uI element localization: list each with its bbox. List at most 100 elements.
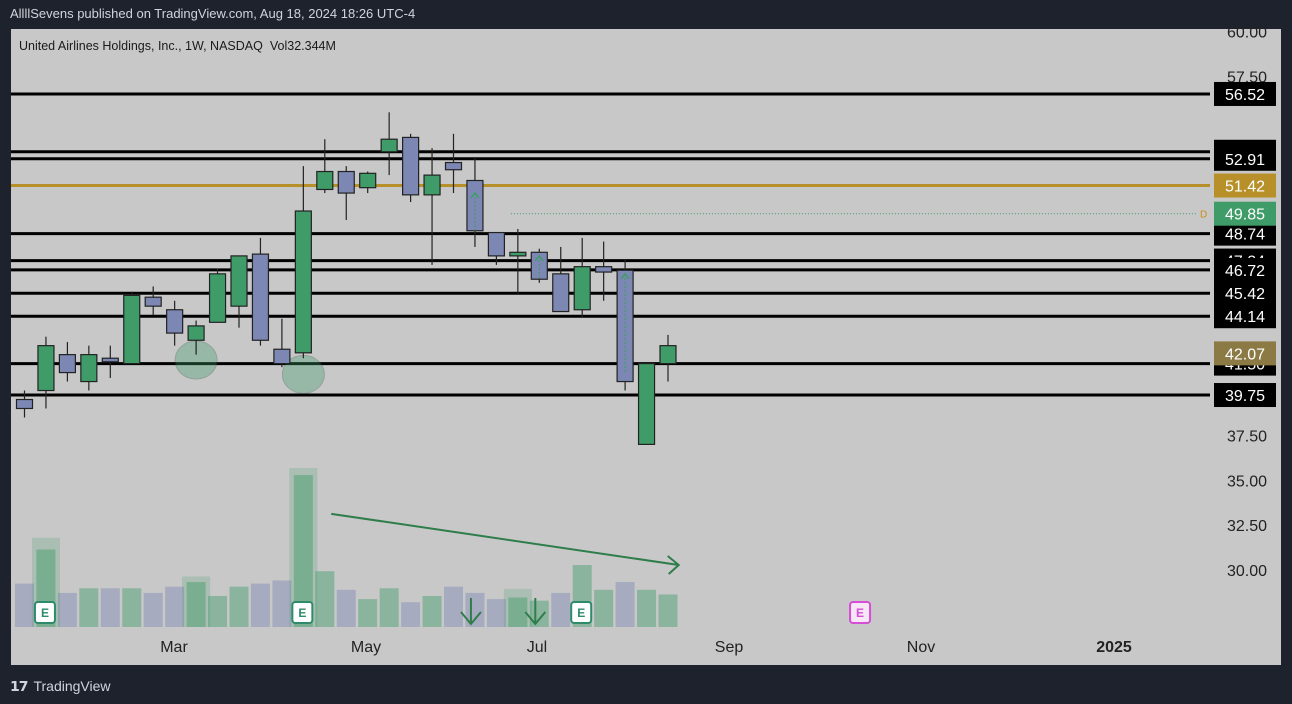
candle-body bbox=[380, 138, 398, 153]
volume-bar bbox=[143, 592, 163, 627]
y-tick-label: 32.50 bbox=[1227, 518, 1267, 535]
price-tag bbox=[1214, 383, 1276, 408]
candle-body bbox=[58, 354, 77, 374]
volume-bar bbox=[529, 600, 549, 627]
earnings-badge bbox=[291, 601, 314, 624]
volume-bar bbox=[444, 586, 463, 627]
volume-bar bbox=[79, 588, 99, 627]
candle-body bbox=[144, 296, 162, 307]
footer: 𝟭𝟳 TradingView bbox=[10, 676, 111, 696]
price-tag-label: 39.75 bbox=[1225, 388, 1265, 405]
volume-bar bbox=[100, 588, 120, 627]
footer-brand: TradingView bbox=[33, 678, 111, 694]
volume-trend-arrow-head bbox=[667, 555, 681, 575]
volume-bar bbox=[594, 589, 614, 627]
candle-body bbox=[80, 354, 98, 383]
price-tag-label: 51.42 bbox=[1225, 179, 1265, 196]
down-arrow-head bbox=[460, 611, 482, 626]
candle-body bbox=[487, 231, 505, 257]
candle-body bbox=[359, 172, 377, 189]
y-tick-label: 35.00 bbox=[1227, 473, 1267, 490]
price-tag bbox=[1214, 341, 1276, 366]
volume-bar bbox=[315, 571, 335, 627]
x-tick-label: Jul bbox=[527, 639, 547, 656]
candle-body bbox=[101, 357, 119, 363]
volume-bar bbox=[336, 589, 356, 627]
candle-body bbox=[123, 294, 141, 365]
dividend-marker: D bbox=[1200, 210, 1207, 221]
price-tag-label: 56.52 bbox=[1225, 87, 1265, 104]
candle-body bbox=[273, 348, 291, 365]
candle-body bbox=[595, 266, 613, 273]
volume-bar bbox=[250, 583, 270, 627]
chart-panel bbox=[11, 29, 1281, 665]
y-tick-label: 37.50 bbox=[1227, 428, 1267, 445]
publisher-text: AllllSevens published on TradingView.com… bbox=[10, 6, 416, 21]
chart-title: United Airlines Holdings, Inc., 1W, NASD… bbox=[19, 39, 336, 53]
candle-body bbox=[294, 210, 312, 354]
candle-body bbox=[316, 170, 334, 191]
candle-body bbox=[230, 255, 248, 307]
candle-body bbox=[423, 174, 441, 196]
earnings-badge bbox=[570, 601, 593, 624]
x-tick-label: Mar bbox=[160, 639, 188, 656]
x-tick-label: Nov bbox=[907, 639, 935, 656]
candle-body bbox=[573, 266, 591, 311]
candle-body bbox=[166, 309, 184, 334]
price-tag-label: 52.91 bbox=[1225, 152, 1265, 169]
x-tick-label: 2025 bbox=[1096, 639, 1132, 656]
volume-bar bbox=[358, 599, 378, 627]
earnings-badge bbox=[33, 601, 56, 624]
volume-bar bbox=[551, 592, 571, 627]
volume-bar bbox=[486, 599, 506, 627]
volume-bar bbox=[293, 475, 313, 627]
volume-bar bbox=[165, 586, 185, 627]
x-tick-label: Sep bbox=[715, 639, 744, 656]
earnings-badge-label: E bbox=[856, 606, 864, 620]
volume-bar bbox=[379, 588, 399, 627]
candle-body bbox=[552, 273, 570, 313]
publisher-header: AllllSevens published on TradingView.com… bbox=[10, 6, 415, 26]
price-tag-label: 45.42 bbox=[1225, 286, 1265, 303]
volume-bar bbox=[122, 588, 142, 627]
x-tick-label: May bbox=[351, 639, 381, 656]
volume-bar bbox=[508, 597, 528, 627]
candle-body bbox=[37, 345, 55, 392]
price-tag bbox=[1214, 173, 1276, 198]
candle-body bbox=[509, 251, 527, 257]
candle-body bbox=[251, 253, 270, 341]
candle-body bbox=[15, 398, 34, 410]
earnings-badge-label: E bbox=[41, 606, 49, 620]
volume-highlight bbox=[182, 576, 211, 627]
candle-body bbox=[402, 136, 420, 196]
earnings-badge-label: E bbox=[298, 606, 306, 620]
price-tag bbox=[1214, 146, 1276, 171]
volume-bar bbox=[272, 580, 292, 627]
price-tag bbox=[1214, 257, 1276, 282]
price-tag-label: 42.07 bbox=[1225, 346, 1265, 363]
candle-body bbox=[659, 345, 677, 365]
price-tag bbox=[1214, 201, 1276, 226]
volume-bar bbox=[57, 592, 77, 627]
candle-body bbox=[187, 325, 205, 341]
earnings-badge bbox=[849, 601, 872, 624]
dotted-arrow-head bbox=[534, 254, 544, 262]
candle-body bbox=[337, 170, 355, 194]
candle-body bbox=[444, 161, 463, 171]
price-tag-label: 44.14 bbox=[1225, 309, 1265, 326]
volume-bar bbox=[229, 586, 249, 627]
price-tag-label: 48.74 bbox=[1225, 227, 1265, 244]
y-tick-label: 30.00 bbox=[1227, 563, 1267, 580]
price-tag-label: 46.72 bbox=[1225, 263, 1265, 280]
dotted-arrow-head bbox=[620, 272, 630, 280]
volume-bar bbox=[658, 594, 678, 627]
price-tag bbox=[1214, 281, 1276, 306]
volume-highlight bbox=[503, 588, 532, 627]
price-tag bbox=[1214, 81, 1276, 106]
candle-body bbox=[637, 363, 656, 445]
volume-bar bbox=[186, 582, 206, 627]
volume-bar bbox=[401, 602, 421, 627]
tradingview-logo-icon: 𝟭𝟳 bbox=[10, 677, 29, 694]
price-tag-label: 49.85 bbox=[1225, 207, 1265, 224]
